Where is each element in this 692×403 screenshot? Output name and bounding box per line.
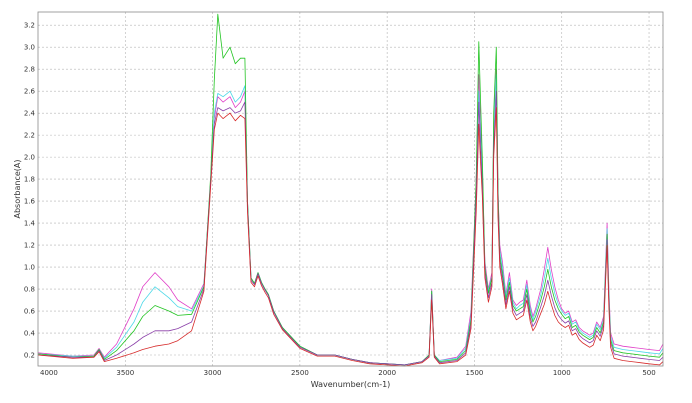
x-tick-label: 1000 xyxy=(553,369,571,377)
x-axis-title: Wavenumber(cm-1) xyxy=(311,380,391,389)
y-tick-label: 3.0 xyxy=(24,44,35,52)
x-axis-ticks: 4000 3500 3000 2500 2000 1500 1000 500 xyxy=(40,369,656,377)
y-tick-label: 2.0 xyxy=(24,154,35,162)
y-axis-ticks: 0.2 0.4 0.6 0.8 1.0 1.2 1.4 1.6 1.8 2.0 2.2 2.4 2.6 2… xyxy=(24,22,36,360)
x-tick-label: 4000 xyxy=(40,369,58,377)
x-tick-label: 3500 xyxy=(116,369,134,377)
series-group xyxy=(37,13,664,367)
y-tick-label: 3.2 xyxy=(24,22,35,30)
series-line-2 xyxy=(37,74,664,366)
y-tick-label: 1.8 xyxy=(24,176,35,184)
series-line-3 xyxy=(37,13,664,366)
y-tick-label: 1.2 xyxy=(24,242,35,250)
y-tick-label: 2.2 xyxy=(24,132,35,140)
y-tick-label: 1.4 xyxy=(24,220,36,228)
y-tick-label: 0.6 xyxy=(24,308,36,316)
y-tick-label: 0.2 xyxy=(24,352,35,360)
series-line-4 xyxy=(37,90,664,366)
y-tick-label: 0.8 xyxy=(24,286,35,294)
y-tick-label: 2.8 xyxy=(24,66,35,74)
x-tick-label: 500 xyxy=(642,369,655,377)
x-tick-label: 3000 xyxy=(204,369,222,377)
y-tick-label: 1.6 xyxy=(24,198,36,206)
plot-frame xyxy=(37,11,664,367)
series-line-5 xyxy=(37,107,664,367)
x-tick-label: 1500 xyxy=(466,369,484,377)
y-tick-label: 2.6 xyxy=(24,88,36,96)
y-tick-label: 0.4 xyxy=(24,330,36,338)
x-tick-label: 2000 xyxy=(378,369,396,377)
grid xyxy=(38,12,663,366)
y-tick-label: 1.0 xyxy=(24,264,35,272)
x-tick-label: 2500 xyxy=(291,369,309,377)
y-axis-title: Absorbance(A) xyxy=(13,160,22,219)
y-tick-label: 2.4 xyxy=(24,110,36,118)
